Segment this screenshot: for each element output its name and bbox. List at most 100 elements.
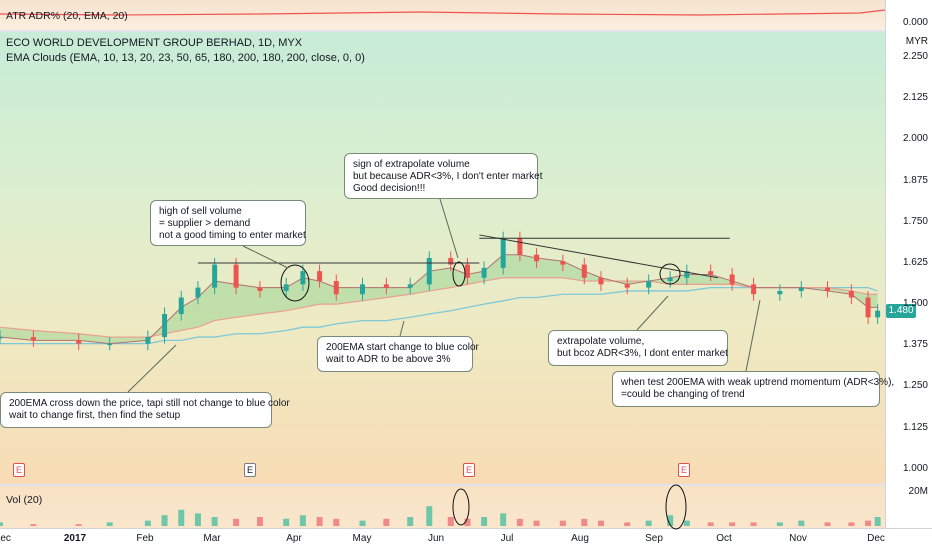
last-price-badge: 1.480 — [886, 304, 916, 318]
x-tick-label: Oct — [716, 533, 732, 544]
annotation-200ema-blue[interactable]: 200EMA start change to blue color wait t… — [317, 336, 479, 372]
y-tick-label: 1.750 — [902, 215, 928, 227]
earnings-marker[interactable]: E — [13, 463, 25, 477]
candle-body — [317, 271, 323, 282]
y-tick-label: 1.000 — [902, 462, 928, 474]
y-tick-label: 2.125 — [902, 92, 928, 104]
volume-bar — [333, 518, 340, 526]
annotation-200ema-cross[interactable]: 200EMA cross down the price, tapi still … — [0, 392, 290, 428]
candle-body — [283, 284, 289, 291]
volume-bar — [211, 517, 218, 526]
y-tick-label: 1.375 — [902, 339, 928, 351]
annotation-extrapolate-adr[interactable]: extrapolate volume, but bcoz ADR<3%, I d… — [548, 330, 728, 366]
annotation-test-200ema[interactable]: when test 200EMA with weak uptrend momen… — [612, 371, 894, 407]
volume-bar — [865, 520, 872, 526]
x-tick-label: Dec — [0, 533, 11, 544]
earnings-marker[interactable]: E — [678, 463, 690, 477]
volume-bar — [729, 522, 736, 526]
hand-drawn-circle — [659, 263, 681, 285]
candle-body — [865, 297, 871, 318]
candle-body — [581, 264, 587, 278]
volume-bar — [30, 524, 37, 526]
earnings-marker[interactable]: E — [244, 463, 256, 477]
volume-bar — [624, 522, 631, 526]
currency-label: MYR — [905, 36, 928, 47]
candle-body — [30, 337, 36, 341]
price-axis[interactable] — [885, 0, 932, 550]
candle-body — [107, 343, 113, 346]
candle-body — [667, 277, 673, 282]
annotation-extrapolate-volume[interactable]: sign of extrapolate volume but because A… — [344, 153, 543, 199]
candle-body — [407, 284, 413, 288]
candle-body — [195, 287, 201, 298]
atr-axis-value: 0.000 — [902, 17, 928, 28]
y-tick-label: 2.000 — [902, 133, 928, 145]
volume-bar — [683, 520, 690, 526]
candle-body — [598, 277, 604, 285]
y-tick-label: 1.250 — [902, 380, 928, 392]
volume-bar — [707, 522, 714, 526]
volume-bar — [283, 518, 290, 526]
volume-bar — [383, 518, 390, 526]
annotation-sell-volume[interactable]: high of sell volume = supplier > demand … — [150, 200, 306, 246]
annotation-pointer — [745, 299, 761, 372]
time-axis[interactable] — [0, 528, 932, 551]
volume-bar — [500, 513, 507, 526]
volume-bar — [194, 513, 201, 526]
annotation-pointer — [439, 198, 459, 259]
hand-drawn-circle — [452, 261, 466, 287]
candle-body — [333, 281, 339, 295]
candle-body — [0, 337, 3, 339]
x-tick-label: Mar — [203, 533, 221, 544]
candle-body — [624, 284, 630, 288]
candle-body — [646, 281, 652, 288]
hand-drawn-circle — [665, 484, 687, 530]
volume-bar — [316, 517, 323, 526]
x-tick-label: Jul — [500, 533, 514, 544]
volume-bar — [178, 509, 185, 526]
volume-bar — [776, 522, 783, 526]
pane-separator-volume[interactable] — [0, 484, 932, 486]
candle-body — [481, 267, 487, 278]
candle-body — [534, 254, 540, 262]
x-tick-label: May — [352, 533, 372, 544]
ema-fast-line — [0, 254, 878, 345]
volume-bar — [750, 522, 757, 526]
volume-bar — [597, 520, 604, 526]
volume-bar — [299, 515, 306, 526]
volume-bar — [0, 522, 3, 526]
x-tick-label: 2017 — [63, 533, 87, 544]
volume-bar — [426, 506, 433, 526]
x-tick-label: Apr — [286, 533, 302, 544]
y-tick-label: 1.625 — [902, 256, 928, 268]
candle-body — [500, 238, 506, 268]
volume-bar — [256, 517, 263, 526]
pane-separator-top[interactable] — [0, 30, 932, 32]
candle-body — [560, 261, 566, 265]
volume-bar — [106, 522, 113, 526]
candle-body — [517, 238, 523, 255]
volume-bar — [516, 518, 523, 526]
volume-legend[interactable]: Vol (20) — [6, 494, 43, 506]
candle-body — [178, 297, 184, 314]
volume-bar — [874, 517, 881, 526]
candle-body — [145, 337, 151, 344]
x-tick-label: Nov — [789, 533, 807, 544]
earnings-marker[interactable]: E — [463, 463, 475, 477]
indicator-legend[interactable]: EMA Clouds (EMA, 10, 13, 20, 23, 50, 65,… — [6, 52, 365, 64]
atr-legend[interactable]: ATR ADR% (20, EMA, 20) — [6, 10, 128, 22]
x-tick-label: Dec — [867, 533, 885, 544]
candle-body — [708, 271, 714, 275]
volume-bar — [824, 522, 831, 526]
hand-drawn-circle — [280, 264, 310, 302]
y-tick-label: 1.500 — [902, 298, 928, 310]
candle-body — [848, 290, 854, 298]
volume-bar — [359, 520, 366, 526]
candle-body — [212, 264, 218, 288]
candle-body — [825, 287, 831, 291]
volume-bar — [533, 520, 540, 526]
symbol-title[interactable]: ECO WORLD DEVELOPMENT GROUP BERHAD, 1D, … — [6, 37, 303, 49]
volume-axis-value: 20M — [908, 486, 928, 497]
